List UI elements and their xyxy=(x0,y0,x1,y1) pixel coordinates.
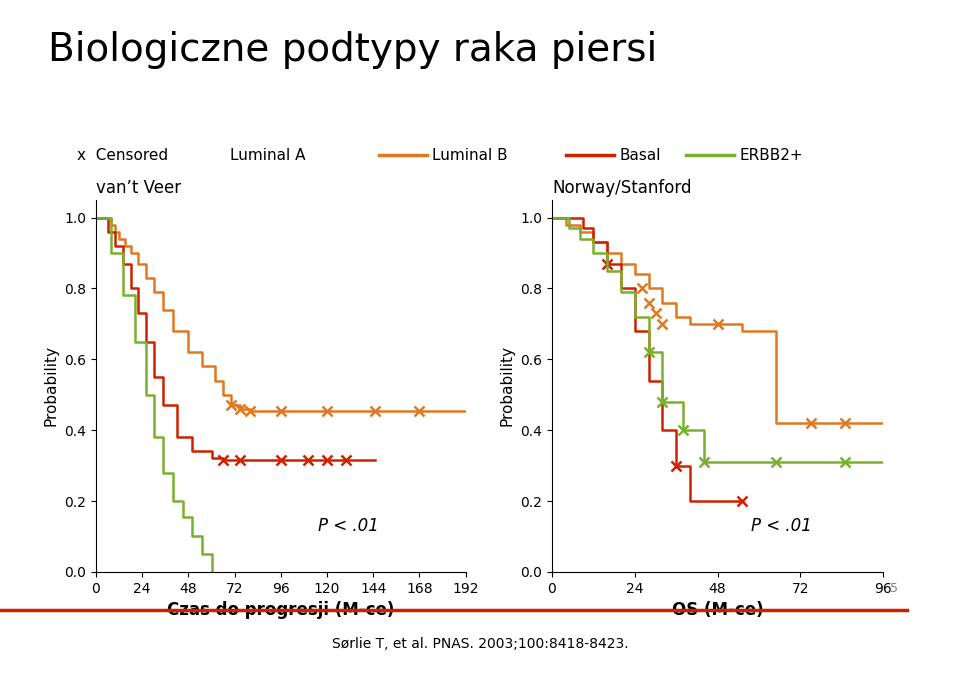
Text: P < .01: P < .01 xyxy=(318,517,378,535)
Text: Luminal A: Luminal A xyxy=(230,147,306,163)
Text: Norway/Stanford: Norway/Stanford xyxy=(552,179,691,197)
Text: ERBB2+: ERBB2+ xyxy=(739,147,803,163)
Text: P < .01: P < .01 xyxy=(751,517,811,535)
X-axis label: Czas do progresji (M-ce): Czas do progresji (M-ce) xyxy=(167,601,395,619)
Text: Basal: Basal xyxy=(619,147,660,163)
Text: Sørlie T, et al. PNAS. 2003;100:8418-8423.: Sørlie T, et al. PNAS. 2003;100:8418-842… xyxy=(332,637,628,651)
X-axis label: OS (M-ce): OS (M-ce) xyxy=(672,601,763,619)
Y-axis label: Probability: Probability xyxy=(500,345,515,426)
Text: x  Censored: x Censored xyxy=(77,147,168,163)
Text: 5: 5 xyxy=(890,582,898,595)
Text: WWW.COI.PL: WWW.COI.PL xyxy=(929,103,938,165)
Text: Luminal B: Luminal B xyxy=(432,147,508,163)
Text: van’t Veer: van’t Veer xyxy=(96,179,181,197)
Text: Biologiczne podtypy raka piersi: Biologiczne podtypy raka piersi xyxy=(48,31,658,69)
Y-axis label: Probability: Probability xyxy=(44,345,59,426)
